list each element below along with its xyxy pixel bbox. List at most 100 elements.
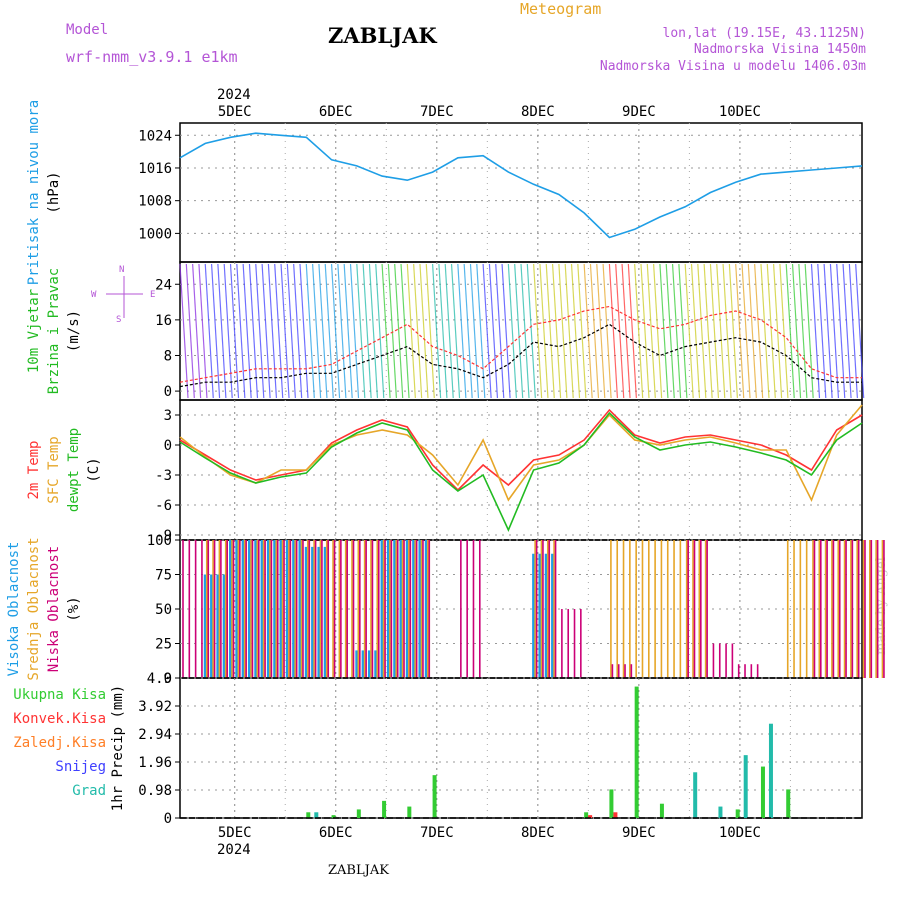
model-name: wrf-nmm_v3.9.1 e1km (66, 48, 238, 66)
wind-barb (640, 263, 650, 399)
wind-barb (646, 263, 656, 399)
wind-barb (457, 263, 467, 399)
bottom-day-label-2: 7DEC (420, 825, 454, 841)
wind-barb (293, 263, 303, 399)
wind-barb (520, 263, 530, 399)
wind-barb (684, 263, 694, 399)
wind-barb (627, 263, 637, 399)
wind-barb (299, 263, 309, 399)
ylabel-cloud-1: Srednja Oblacnost (26, 537, 42, 680)
ylabel-pressure-0: Pritisak na nivou mora (26, 100, 42, 285)
top-day-label-0: 5DEC (218, 104, 252, 120)
wind-barb (551, 263, 562, 399)
ylabel-temp-0: 2m Temp (26, 440, 42, 499)
wind-barb (747, 263, 757, 399)
precip-bar-0 (306, 812, 311, 818)
ylabel-pressure-1: (hPa) (46, 171, 62, 213)
model-label: Model (66, 22, 108, 38)
precip-ytick-label-3: 2.94 (138, 727, 172, 743)
top-day-label-4: 9DEC (622, 104, 656, 120)
precip-legend-2: Zaledj.Kisa (13, 735, 106, 751)
wind-barb (236, 263, 246, 399)
wind-barb (349, 263, 360, 399)
bottom-day-label-1: 6DEC (319, 825, 353, 841)
labels-group: Pritisak na nivou mora (hPa) 10m Vjetar Brz… (6, 100, 761, 841)
top-year: 2024 (217, 87, 251, 103)
ylabel-wind-1: Brzina i Pravac (46, 268, 62, 394)
wind-barb (558, 263, 568, 399)
wind-barb (286, 263, 296, 399)
precip-bar-0 (382, 800, 387, 818)
precip-legend-4: Grad (72, 783, 106, 799)
wind-barb (318, 263, 328, 399)
temperature-ytick-label-0: -9 (155, 528, 172, 544)
wind-barb (356, 263, 366, 399)
wind-barb (760, 263, 770, 399)
wind-barb (798, 263, 808, 399)
wind-barb (242, 263, 252, 399)
top-day-label-5: 10DEC (719, 104, 761, 120)
wind-barb (596, 263, 606, 399)
precip-bar-2 (743, 755, 748, 818)
precip-legend-0: Ukupna Kisa (13, 687, 106, 703)
cloud-ytick-label-0: 0 (164, 671, 172, 687)
meteogram-title: Meteogram (520, 0, 601, 18)
wind-barb (413, 263, 423, 399)
wind-barb (267, 263, 278, 399)
wind-ytick-label-2: 16 (155, 313, 172, 329)
wind-barb (488, 263, 499, 399)
cloud-ytick-label-2: 50 (155, 602, 172, 618)
wind-barb (305, 263, 315, 399)
bottom-day-label-0: 5DEC (218, 825, 252, 841)
wind-barb (210, 263, 221, 399)
wind-barb (539, 263, 549, 399)
wind-barb (223, 263, 233, 399)
wind-barb (754, 263, 764, 399)
wind-barb (735, 263, 745, 399)
wind-barb (678, 263, 688, 399)
ylabel-cloud-0: Visoka Oblacnost (6, 542, 22, 677)
wind-barb (728, 263, 738, 399)
wind-barb (425, 263, 435, 399)
precip-bar-0 (356, 809, 361, 818)
precip-bar-0 (331, 815, 336, 818)
ylabel-precip: 1hr Precip (mm) (110, 685, 126, 811)
wind-speed-line (179, 323, 862, 388)
precip-bar-0 (760, 766, 765, 818)
wind-barb (324, 263, 334, 399)
wind-barb (570, 263, 581, 399)
wind-barb (431, 263, 442, 399)
wind-barb (185, 263, 195, 399)
wind-barb (602, 263, 612, 399)
precip-bar-0 (584, 812, 589, 818)
wind-barb (514, 263, 524, 399)
precip-legend-3: Snijeg (55, 759, 106, 775)
wind-barb (526, 263, 536, 399)
wind-barb (653, 263, 663, 399)
wind-compass-icon: N W E S (91, 265, 155, 325)
ylabel-cloud-2: Niska Oblacnost (46, 546, 62, 672)
wind-barb (621, 263, 631, 399)
wind-barb (741, 263, 751, 399)
ylabel-wind-0: 10m Vjetar (26, 289, 42, 373)
wind-barb (476, 263, 486, 399)
wind-barb (855, 263, 865, 399)
pressure-ytick-label-1: 1008 (138, 194, 172, 210)
ylabel-wind-2: (m/s) (66, 310, 82, 352)
wind-barb (248, 263, 259, 399)
wind-barb (330, 263, 341, 399)
wind-barb (450, 263, 461, 399)
ylabel-temp-1: SFC Temp (46, 436, 62, 503)
ylabel-cloud-3: (%) (66, 596, 82, 621)
wind-barb (848, 263, 858, 399)
wind-barb (204, 263, 214, 399)
svg-text:W: W (91, 290, 97, 300)
temperature-ytick-label-4: 3 (164, 408, 172, 424)
precip-bar-0 (786, 789, 791, 818)
wind-barb (545, 263, 555, 399)
precip-frame (179, 677, 863, 819)
wind-barb (368, 263, 379, 399)
wind-barb (772, 263, 783, 399)
wind-barb (444, 263, 454, 399)
